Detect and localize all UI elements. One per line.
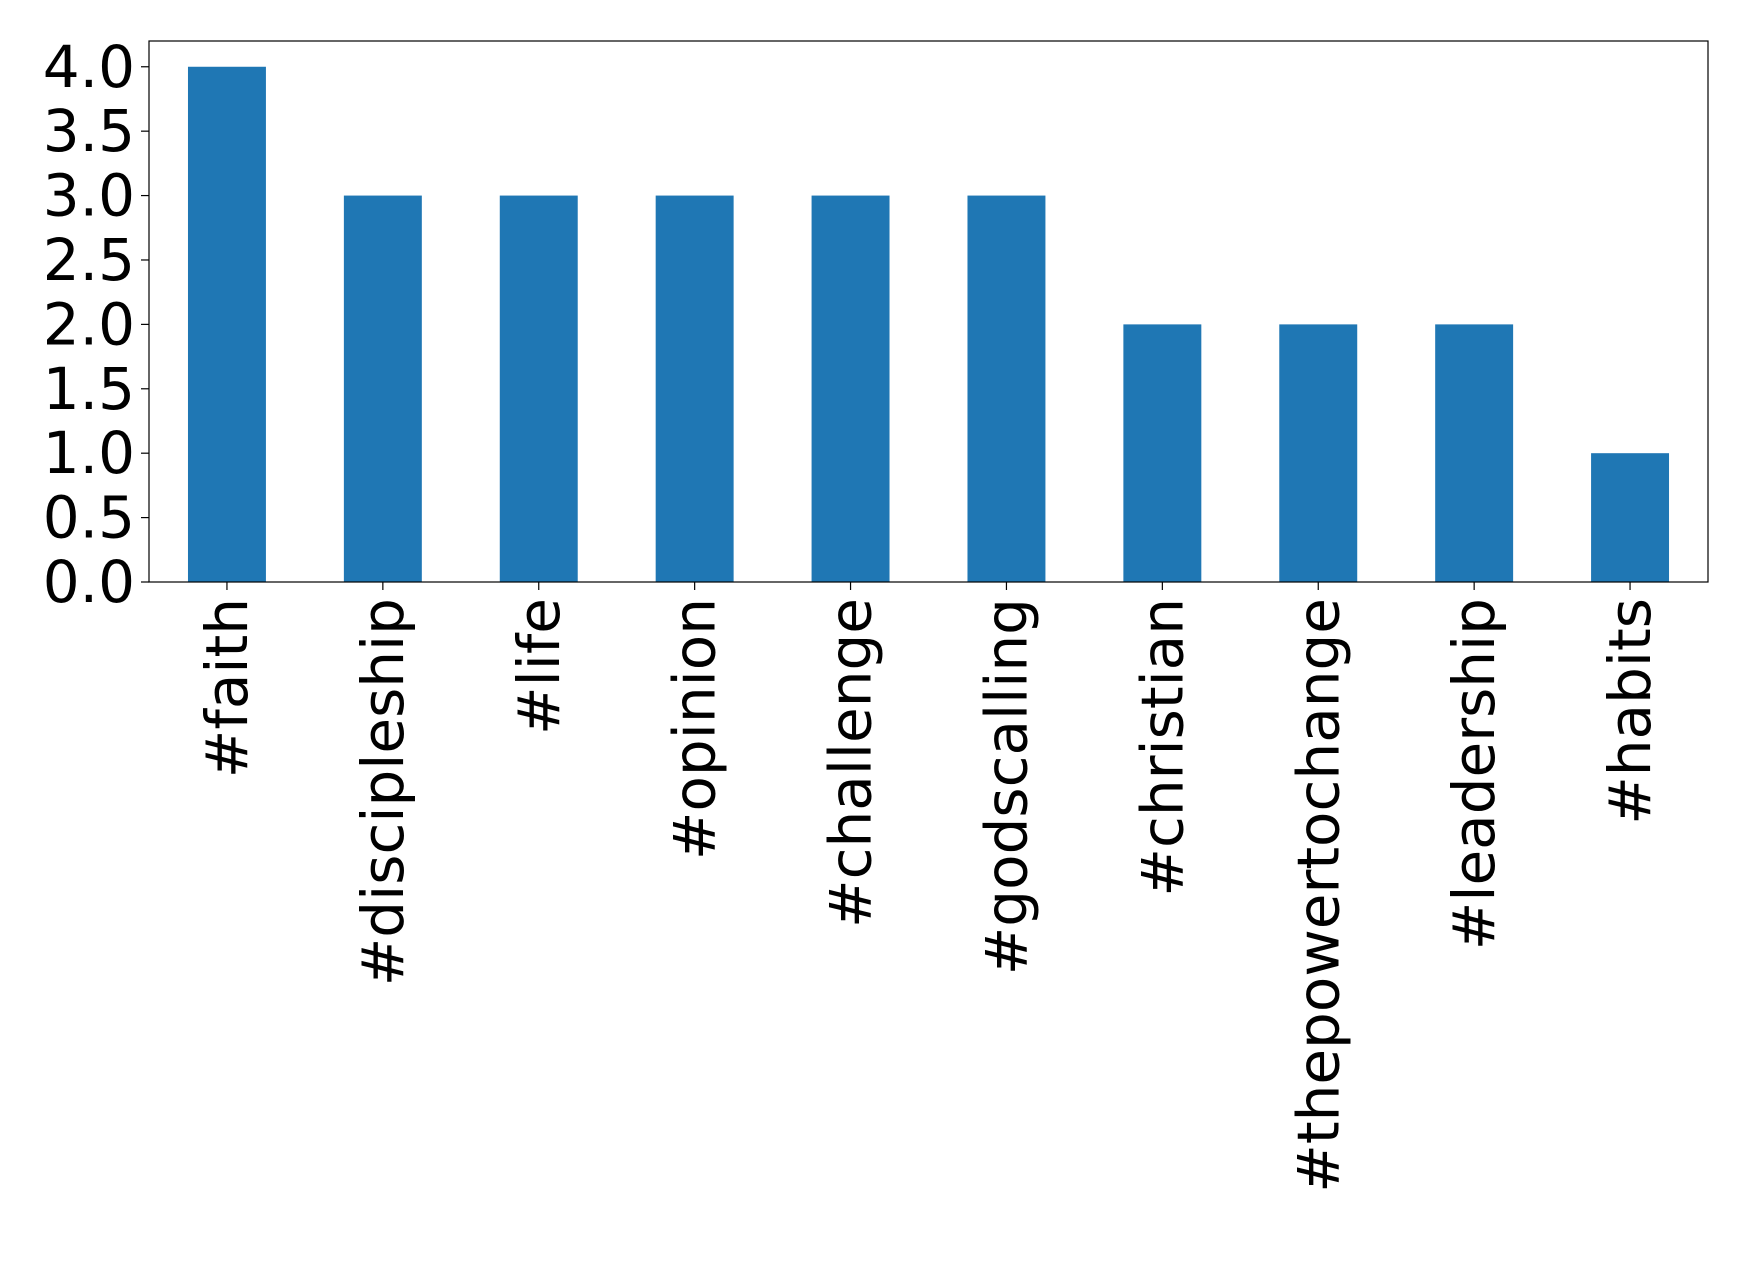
y-tick-label: 3.5 (43, 97, 135, 165)
y-tick-label: 3.0 (43, 162, 135, 230)
axes-frame (148, 40, 1709, 583)
x-tick-label: #christian (1128, 598, 1196, 897)
x-tick-label: #life (505, 598, 573, 735)
bar (655, 195, 734, 583)
bar (187, 66, 266, 582)
y-tick-label: 1.0 (43, 419, 135, 487)
x-tick-label: #godscalling (972, 598, 1040, 975)
bar (343, 195, 422, 583)
bar (967, 195, 1046, 583)
bar (1591, 453, 1670, 582)
x-tick-label: #challenge (817, 598, 885, 928)
y-tick-label: 2.5 (43, 226, 135, 294)
bar (811, 195, 890, 583)
bar (1123, 324, 1202, 582)
bar (499, 195, 578, 583)
bar (1279, 324, 1358, 582)
x-tick-label: #discipleship (349, 598, 417, 986)
x-tick-label: #thepowertochange (1284, 598, 1352, 1193)
y-tick-label: 0.0 (43, 548, 135, 616)
x-tick-label: #leadership (1440, 598, 1508, 950)
x-tick-label: #habits (1596, 598, 1664, 825)
x-tick-label: #faith (193, 598, 261, 778)
y-tick-label: 4.0 (43, 33, 135, 101)
x-tick-label: #opinion (661, 598, 729, 860)
y-tick-label: 0.5 (43, 484, 135, 552)
bar (1435, 324, 1514, 582)
y-tick-label: 2.0 (43, 290, 135, 358)
y-tick-label: 1.5 (43, 355, 135, 423)
